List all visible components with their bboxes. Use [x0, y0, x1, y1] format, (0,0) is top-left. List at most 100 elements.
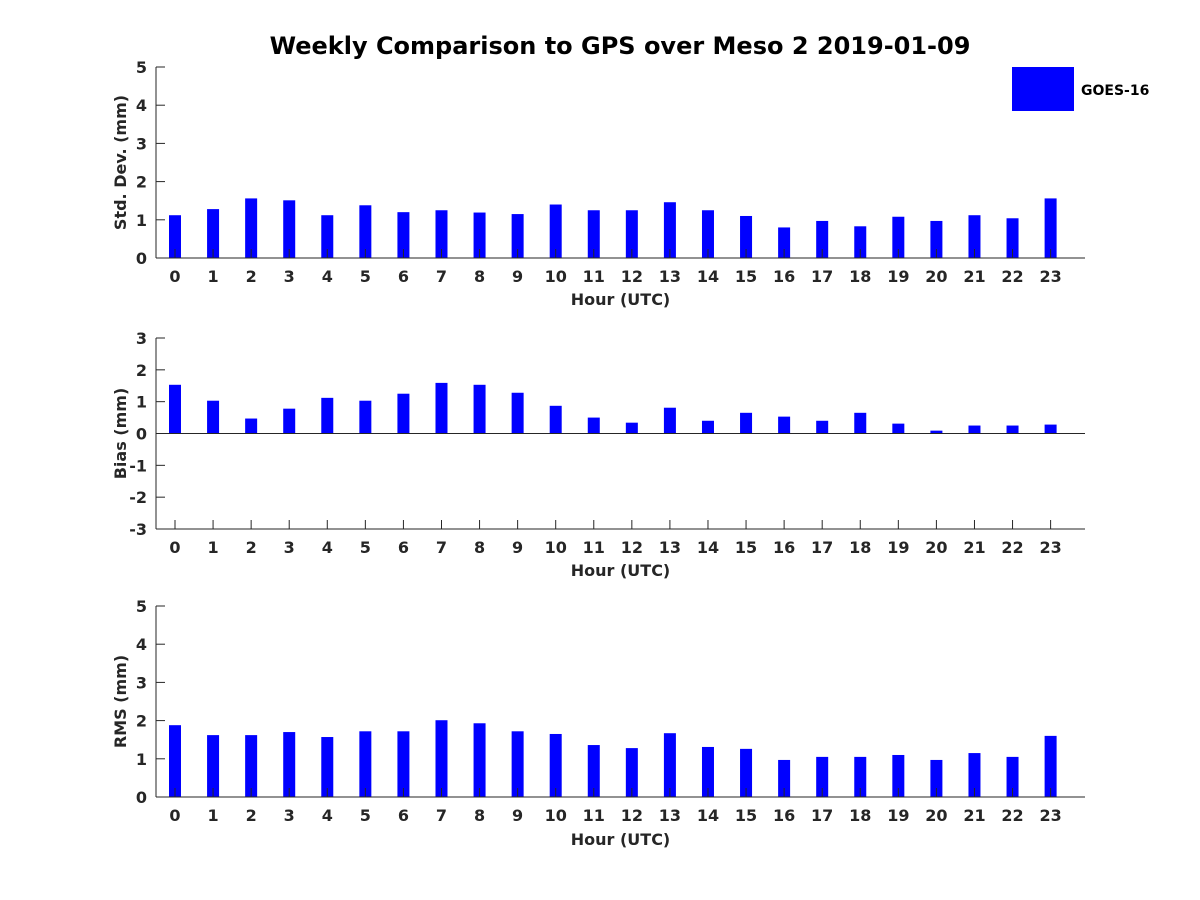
bar-bias-21 — [968, 425, 981, 434]
bar-rms-13 — [663, 733, 676, 797]
x-tick-label: 15 — [735, 806, 757, 825]
bar-bias-16 — [778, 416, 791, 434]
bar-std-4 — [321, 215, 334, 258]
bar-rms-1 — [207, 735, 220, 797]
x-tick-label: 7 — [436, 806, 447, 825]
bar-rms-22 — [1006, 756, 1019, 797]
x-tick-label: 2 — [246, 538, 257, 557]
bar-rms-21 — [968, 753, 981, 797]
x-tick-label: 0 — [169, 806, 180, 825]
x-tick-label: 13 — [659, 538, 681, 557]
legend-swatch — [1012, 67, 1074, 111]
x-tick-label: 8 — [474, 267, 485, 286]
x-tick-label: 8 — [474, 538, 485, 557]
x-tick-label: 4 — [322, 806, 333, 825]
y-axis-label: Bias (mm) — [111, 388, 130, 480]
bar-rms-7 — [435, 720, 448, 797]
x-tick-label: 1 — [207, 267, 218, 286]
bar-std-18 — [854, 226, 867, 258]
x-tick-label: 1 — [207, 538, 218, 557]
bar-std-5 — [359, 205, 372, 258]
bar-bias-17 — [816, 420, 829, 434]
bar-bias-19 — [892, 423, 905, 434]
bar-std-23 — [1044, 198, 1057, 258]
y-tick-label: 1 — [136, 211, 147, 230]
x-tick-label: 13 — [659, 267, 681, 286]
x-tick-label: 14 — [697, 267, 719, 286]
bar-bias-7 — [435, 382, 448, 434]
x-tick-label: 14 — [697, 538, 719, 557]
bar-bias-4 — [321, 397, 334, 434]
x-tick-label: 12 — [621, 806, 643, 825]
bar-std-15 — [740, 215, 753, 258]
x-tick-label: 9 — [512, 267, 523, 286]
bar-std-3 — [283, 200, 296, 258]
x-tick-label: 23 — [1039, 267, 1061, 286]
x-tick-label: 21 — [963, 538, 985, 557]
x-tick-label: 22 — [1001, 806, 1023, 825]
y-tick-label: 0 — [136, 249, 147, 268]
x-tick-label: 8 — [474, 806, 485, 825]
bar-rms-8 — [473, 723, 486, 797]
bar-rms-15 — [740, 748, 753, 797]
bar-rms-3 — [283, 732, 296, 797]
bar-std-2 — [245, 198, 258, 258]
x-tick-label: 5 — [360, 538, 371, 557]
x-tick-label: 11 — [583, 538, 605, 557]
x-tick-label: 19 — [887, 806, 909, 825]
bar-bias-8 — [473, 384, 486, 434]
bar-rms-4 — [321, 737, 334, 797]
x-tick-label: 0 — [169, 267, 180, 286]
bar-std-6 — [397, 212, 410, 258]
x-tick-label: 3 — [284, 538, 295, 557]
x-tick-label: 10 — [545, 538, 567, 557]
bar-std-20 — [930, 220, 943, 258]
x-tick-label: 11 — [583, 806, 605, 825]
bar-bias-2 — [245, 418, 258, 434]
x-tick-label: 0 — [169, 538, 180, 557]
x-tick-label: 2 — [246, 806, 257, 825]
y-tick-label: 4 — [136, 635, 147, 654]
x-tick-label: 6 — [398, 267, 409, 286]
bar-bias-10 — [549, 405, 562, 434]
bar-bias-14 — [701, 420, 714, 434]
bar-bias-3 — [283, 408, 296, 434]
x-tick-label: 14 — [697, 806, 719, 825]
bar-std-8 — [473, 212, 486, 258]
legend: GOES-16 — [1012, 67, 1149, 111]
x-tick-label: 12 — [621, 538, 643, 557]
bar-std-7 — [435, 210, 448, 258]
y-tick-label: 2 — [136, 361, 147, 380]
x-tick-label: 10 — [545, 267, 567, 286]
bar-rms-5 — [359, 731, 372, 797]
x-tick-label: 23 — [1039, 806, 1061, 825]
y-tick-label: 3 — [136, 329, 147, 348]
y-tick-label: 0 — [136, 788, 147, 807]
bar-std-12 — [625, 210, 638, 258]
bar-bias-0 — [169, 384, 181, 434]
x-tick-label: 23 — [1039, 538, 1061, 557]
y-tick-label: 3 — [136, 673, 147, 692]
x-tick-label: 22 — [1001, 267, 1023, 286]
bar-bias-15 — [740, 412, 753, 434]
x-tick-label: 20 — [925, 267, 947, 286]
bar-rms-10 — [549, 733, 562, 797]
bar-std-1 — [207, 209, 220, 258]
x-tick-label: 5 — [360, 267, 371, 286]
bar-std-21 — [968, 215, 981, 258]
y-tick-label: 2 — [136, 712, 147, 731]
bar-rms-6 — [397, 731, 410, 797]
y-tick-label: -3 — [129, 520, 147, 539]
y-axis-label: Std. Dev. (mm) — [111, 95, 130, 230]
bar-bias-23 — [1044, 424, 1057, 434]
x-tick-label: 16 — [773, 267, 795, 286]
x-tick-label: 3 — [284, 267, 295, 286]
x-tick-label: 21 — [963, 806, 985, 825]
bar-bias-9 — [511, 392, 524, 434]
y-tick-label: 0 — [136, 425, 147, 444]
x-axis-label: Hour (UTC) — [571, 290, 671, 309]
bar-std-16 — [778, 227, 791, 258]
bar-std-9 — [511, 214, 524, 258]
